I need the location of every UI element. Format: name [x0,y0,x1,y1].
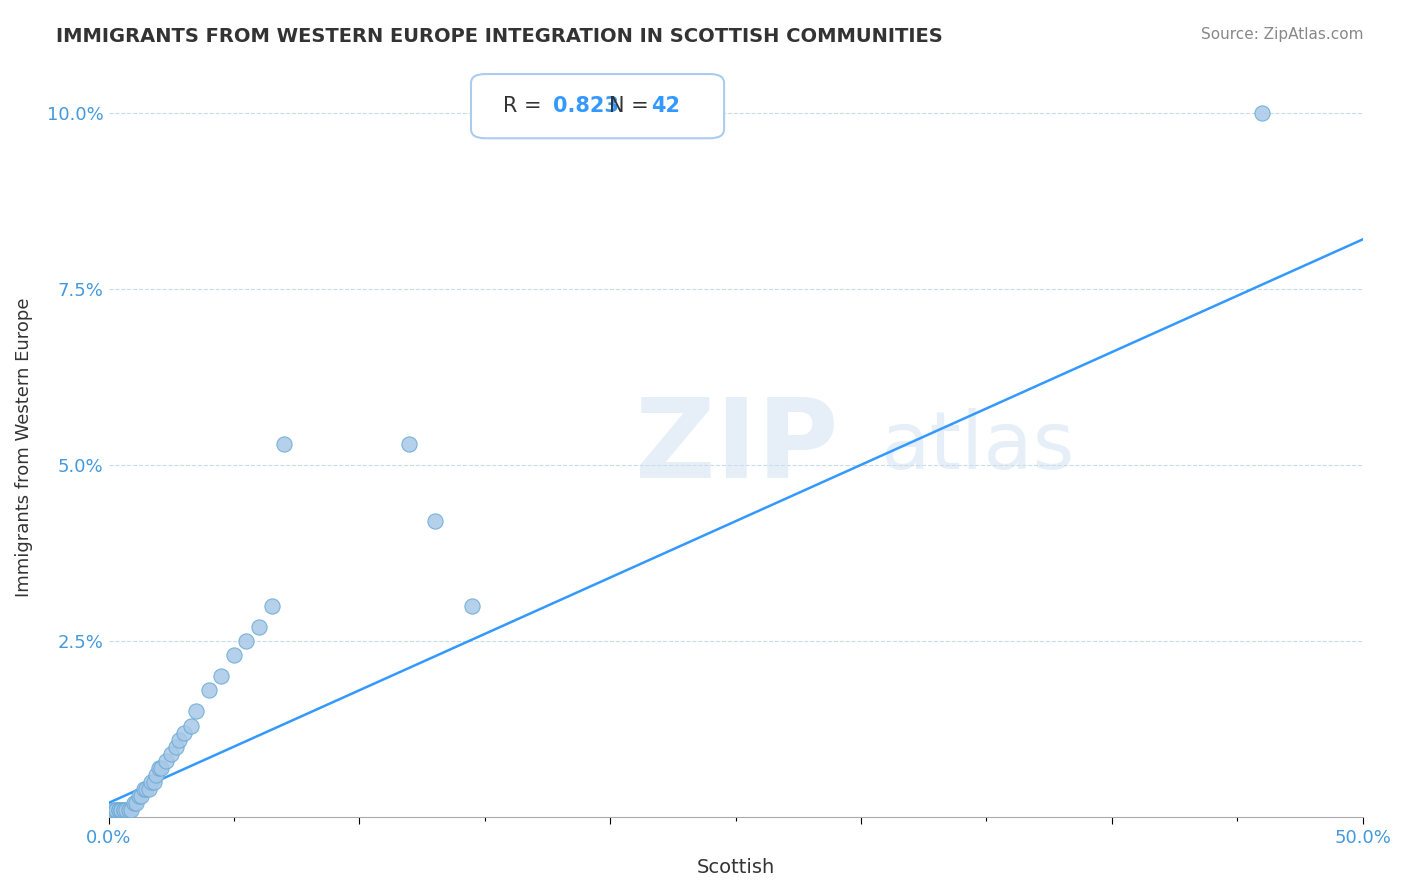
Text: Source: ZipAtlas.com: Source: ZipAtlas.com [1201,27,1364,42]
Point [247,620,270,634]
Point [461,599,484,613]
Point [139,775,162,789]
Point [107,803,129,817]
Point [135,781,157,796]
Point [110,803,132,817]
Text: ZIP: ZIP [636,393,838,500]
Point [150,761,173,775]
Point [122,796,145,810]
Point [105,803,128,817]
Point [165,739,187,754]
Point [155,754,177,768]
Point [112,803,135,817]
Text: IMMIGRANTS FROM WESTERN EUROPE INTEGRATION IN SCOTTISH COMMUNITIES: IMMIGRANTS FROM WESTERN EUROPE INTEGRATI… [56,27,943,45]
Point [129,789,152,803]
Point [128,789,150,803]
Point [260,599,283,613]
Text: 42: 42 [651,96,681,116]
Point [180,718,202,732]
Point [209,669,232,683]
Point [107,803,129,817]
Point [142,775,165,789]
Point [105,803,128,817]
Point [115,803,138,817]
Point [423,514,446,528]
Point [132,781,155,796]
Point [148,761,170,775]
Text: R =: R = [503,96,548,116]
Y-axis label: Immigrants from Western Europe: Immigrants from Western Europe [15,298,32,597]
Point [103,803,125,817]
Point [1251,105,1274,120]
Point [198,683,221,698]
Point [120,803,142,817]
Point [145,768,167,782]
X-axis label: Scottish: Scottish [696,858,775,877]
Point [167,732,190,747]
Point [138,781,160,796]
Point [235,634,257,648]
Point [186,705,208,719]
Point [112,803,135,817]
Text: atlas: atlas [880,409,1074,486]
Point [125,796,148,810]
Point [117,803,139,817]
Point [110,803,132,817]
Point [160,747,183,761]
Text: 0.823: 0.823 [553,96,619,116]
Point [273,436,295,450]
Text: N =: N = [609,96,655,116]
Point [173,725,195,739]
Point [222,648,245,662]
Point [398,436,420,450]
